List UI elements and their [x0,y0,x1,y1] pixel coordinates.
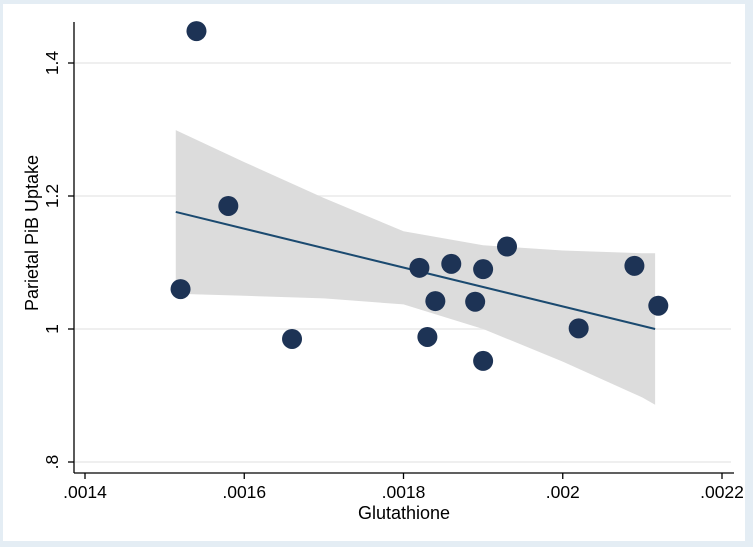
y-tick-label: 1 [42,324,62,334]
scatter-point [425,291,446,312]
y-tick-label: .8 [42,455,62,470]
scatter-point [497,236,518,257]
y-axis-title: Parietal PiB Uptake [22,155,42,311]
y-tick-label: 1.2 [42,184,62,208]
scatter-point [282,328,303,349]
scatter-point [441,253,462,274]
x-tick-label: .0016 [222,482,266,502]
y-tick-label: 1.4 [42,51,62,76]
x-tick-label: .0022 [700,482,744,502]
scatter-point [648,295,669,316]
scatter-point [624,255,645,276]
scatter-point [218,195,239,216]
x-tick-label: .002 [546,482,580,502]
scatter-point [465,291,486,312]
scatter-point [473,259,494,280]
scatter-point [568,318,589,339]
scatter-point [186,21,207,42]
scatter-point [473,350,494,371]
x-axis-title: Glutathione [358,503,450,523]
x-tick-label: .0018 [382,482,426,502]
scatter-point [417,326,438,347]
scatter-point [170,279,191,300]
x-tick-label: .0014 [63,482,107,502]
scatter-point [409,257,430,278]
